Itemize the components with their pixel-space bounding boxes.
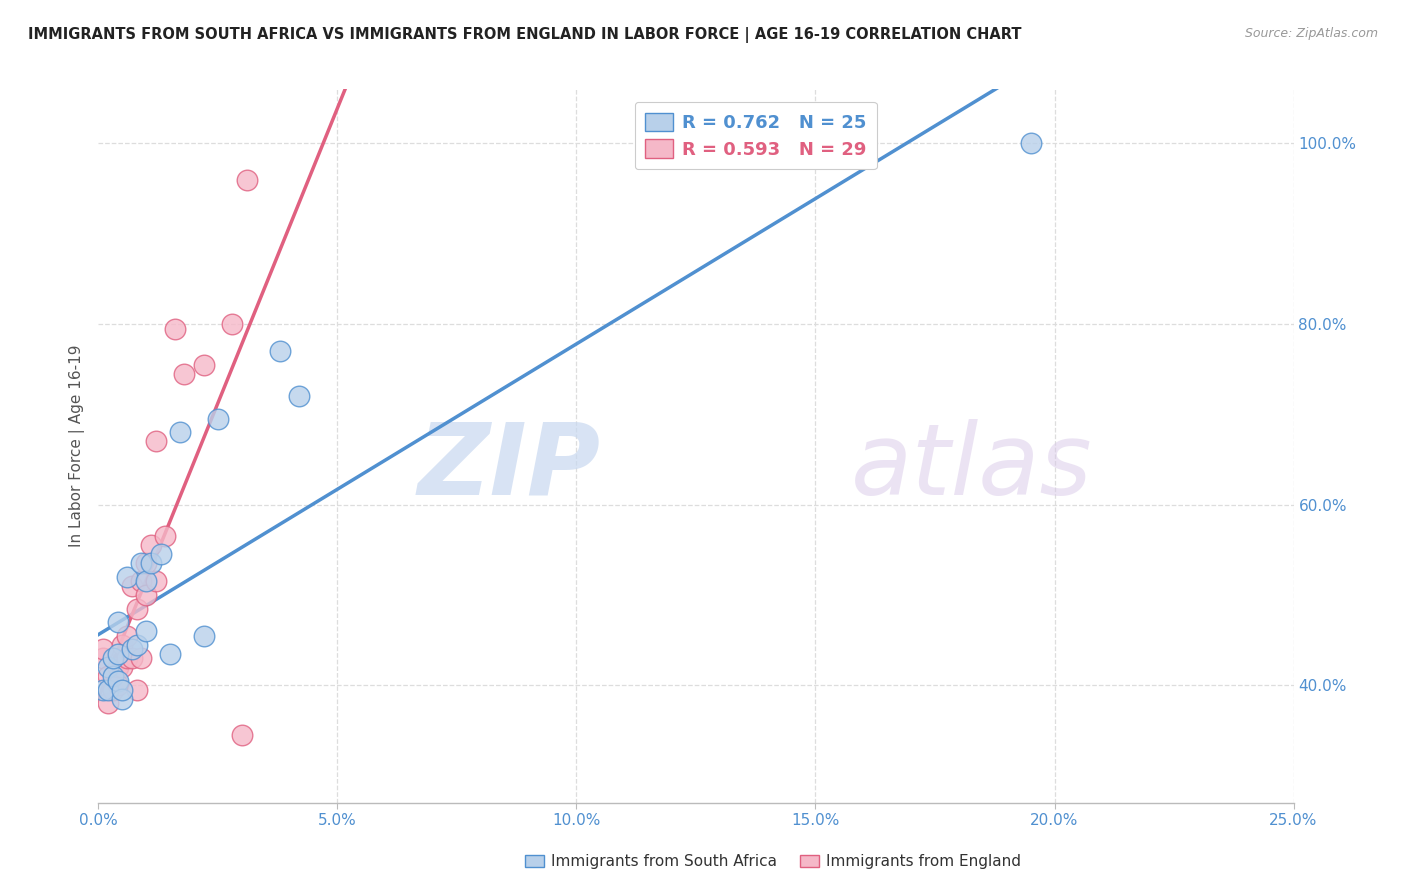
Point <box>107 615 129 629</box>
Point <box>97 660 120 674</box>
Point <box>173 367 195 381</box>
Point <box>111 682 134 697</box>
Point <box>107 660 129 674</box>
Point <box>131 651 153 665</box>
Point <box>235 172 257 186</box>
Point <box>111 660 134 674</box>
Point <box>121 642 143 657</box>
Point <box>193 358 215 372</box>
Point <box>131 574 153 589</box>
Point <box>269 344 291 359</box>
Point <box>207 412 229 426</box>
Point <box>139 557 162 571</box>
Point <box>111 692 134 706</box>
Point <box>97 669 120 683</box>
Text: Source: ZipAtlas.com: Source: ZipAtlas.com <box>1244 27 1378 40</box>
Y-axis label: In Labor Force | Age 16-19: In Labor Force | Age 16-19 <box>69 344 84 548</box>
Point <box>107 647 129 661</box>
Point <box>135 588 157 602</box>
Point <box>145 574 167 589</box>
Point <box>221 317 243 331</box>
Point <box>111 638 134 652</box>
Point <box>125 601 148 615</box>
Point <box>115 651 138 665</box>
Point <box>97 682 120 697</box>
Point <box>169 425 191 440</box>
Point <box>1019 136 1042 151</box>
Point <box>121 579 143 593</box>
Text: atlas: atlas <box>852 419 1092 516</box>
Point <box>125 682 148 697</box>
Point <box>101 682 124 697</box>
Point <box>231 728 253 742</box>
Point <box>101 669 124 683</box>
Point <box>135 557 157 571</box>
Legend: Immigrants from South Africa, Immigrants from England: Immigrants from South Africa, Immigrants… <box>519 848 1028 875</box>
Point <box>131 557 153 571</box>
Legend: R = 0.762   N = 25, R = 0.593   N = 29: R = 0.762 N = 25, R = 0.593 N = 29 <box>634 102 877 169</box>
Point <box>115 570 138 584</box>
Point <box>135 624 157 639</box>
Point <box>139 538 162 552</box>
Point <box>121 651 143 665</box>
Point <box>91 642 114 657</box>
Point <box>145 434 167 449</box>
Text: IMMIGRANTS FROM SOUTH AFRICA VS IMMIGRANTS FROM ENGLAND IN LABOR FORCE | AGE 16-: IMMIGRANTS FROM SOUTH AFRICA VS IMMIGRAN… <box>28 27 1022 43</box>
Point <box>159 647 181 661</box>
Point <box>155 529 177 543</box>
Point <box>125 638 148 652</box>
Text: ZIP: ZIP <box>418 419 600 516</box>
Point <box>193 629 215 643</box>
Point <box>288 389 311 403</box>
Point <box>107 678 129 692</box>
Point <box>91 682 114 697</box>
Point <box>97 697 120 711</box>
Point <box>107 673 129 688</box>
Point <box>91 651 114 665</box>
Point <box>115 629 138 643</box>
Point <box>163 321 186 335</box>
Point <box>149 548 172 562</box>
Point <box>135 574 157 589</box>
Point <box>101 651 124 665</box>
